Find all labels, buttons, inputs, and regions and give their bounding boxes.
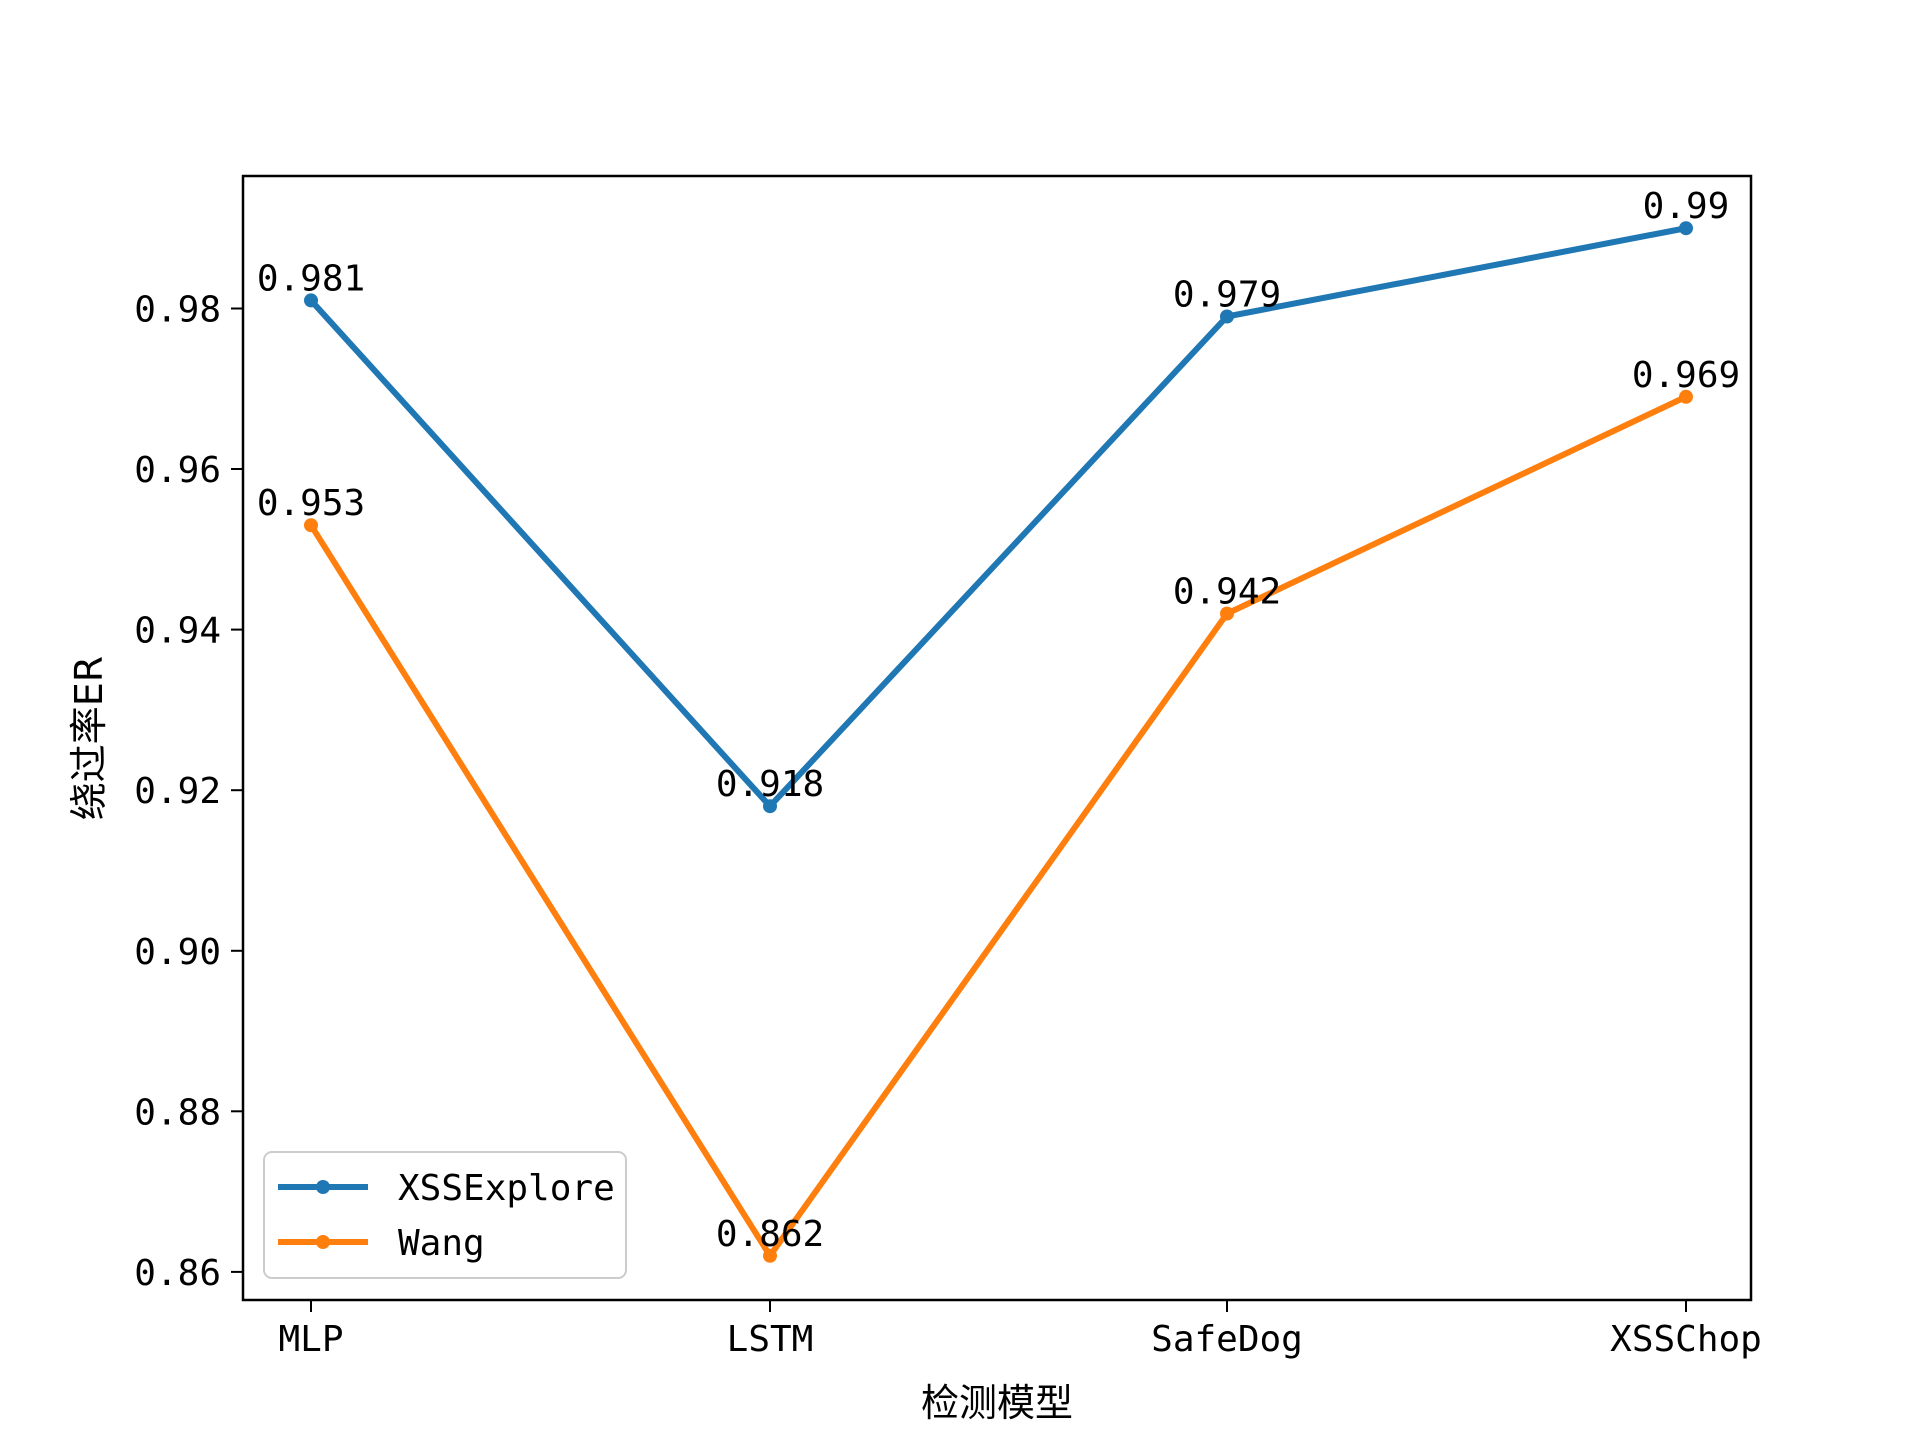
y-tick-label: 0.92: [134, 771, 221, 812]
series-lines: [304, 221, 1693, 1263]
data-label: 0.981: [257, 258, 365, 299]
data-label: 0.862: [716, 1214, 824, 1255]
data-point: [1679, 221, 1693, 236]
x-tick-label: XSSChop: [1610, 1319, 1762, 1360]
data-labels: 0.981 0.918 0.979 0.99 0.953 0.862 0.942 0.969: [257, 186, 1740, 1255]
data-point: [763, 1248, 777, 1263]
legend-label: XSSExplore: [398, 1168, 615, 1209]
data-point: [1220, 309, 1234, 324]
data-label: 0.918: [716, 764, 824, 805]
y-axis-title: 绕过率ER: [67, 656, 111, 820]
data-point: [304, 293, 318, 308]
y-tick-label: 0.90: [134, 932, 221, 973]
data-point: [1220, 606, 1234, 621]
series-line-wang: [306, 392, 1690, 1259]
y-tick-label: 0.94: [134, 611, 221, 652]
x-axis: MLP LSTM SafeDog XSSChop: [278, 1300, 1762, 1360]
data-point: [763, 799, 777, 814]
data-label: 0.99: [1643, 186, 1730, 227]
x-tick-label: LSTM: [727, 1319, 814, 1360]
legend-marker: [316, 1235, 330, 1249]
x-tick-label: SafeDog: [1151, 1319, 1303, 1360]
data-label: 0.969: [1632, 355, 1740, 396]
plot-area: [243, 176, 1751, 1300]
legend-box: [263, 1151, 627, 1279]
data-point: [304, 518, 318, 533]
data-label: 0.953: [257, 483, 365, 524]
series-line-xssexplore: [306, 224, 1690, 810]
legend-label: Wang: [398, 1223, 485, 1264]
y-tick-label: 0.86: [134, 1253, 221, 1294]
x-tick-label: MLP: [278, 1319, 343, 1360]
data-label: 0.942: [1173, 572, 1281, 613]
y-axis: 0.86 0.88 0.90 0.92 0.94 0.96 0.98: [134, 290, 243, 1294]
legend-marker: [316, 1180, 330, 1194]
x-axis-title: 检测模型: [921, 1381, 1073, 1425]
legend: XSSExplore Wang: [263, 1151, 627, 1279]
plot-frame: [241, 174, 1753, 1302]
y-tick-label: 0.98: [134, 290, 221, 331]
y-tick-label: 0.88: [134, 1092, 221, 1133]
y-tick-label: 0.96: [134, 450, 221, 491]
data-point: [1679, 389, 1693, 404]
data-label: 0.979: [1173, 275, 1281, 316]
